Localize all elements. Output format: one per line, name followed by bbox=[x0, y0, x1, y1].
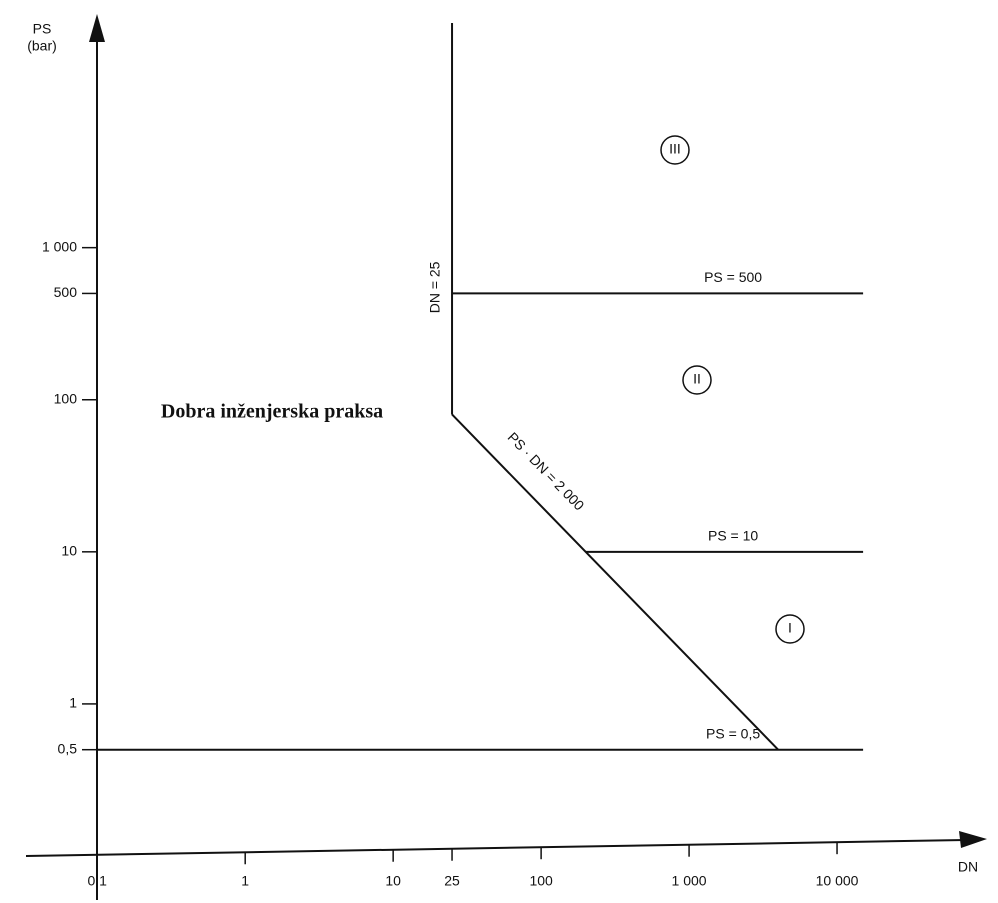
y-axis-unit: (bar) bbox=[27, 38, 57, 54]
y-tick-label: 1 000 bbox=[42, 238, 77, 254]
region-circle bbox=[775, 614, 805, 644]
x-tick-label: 1 000 bbox=[672, 873, 707, 889]
region-label: III bbox=[669, 141, 681, 157]
region-label: I bbox=[788, 620, 792, 636]
x-tick-label: 1 bbox=[241, 873, 249, 889]
x-tick-label: 10 000 bbox=[816, 873, 859, 889]
x-axis-arrow bbox=[959, 831, 987, 848]
y-tick-label: 0,5 bbox=[58, 740, 78, 756]
region-label: II bbox=[693, 371, 701, 387]
line-label: PS = 10 bbox=[708, 528, 758, 544]
x-axis bbox=[25, 839, 966, 857]
line-label: PS · DN = 2 000 bbox=[505, 429, 588, 514]
line-label: PS = 0,5 bbox=[706, 725, 760, 741]
x-tick-label: 10 bbox=[385, 873, 401, 889]
x-tick-label: 100 bbox=[529, 873, 553, 889]
region-circle bbox=[682, 365, 712, 395]
boundary-line bbox=[451, 413, 779, 751]
x-tick-label: 0,1 bbox=[88, 873, 108, 889]
line-label: DN = 25 bbox=[427, 261, 443, 313]
x-axis-label: DN bbox=[958, 859, 978, 875]
annotation: Dobra inženjerska praksa bbox=[161, 401, 383, 423]
region-circle bbox=[660, 135, 690, 165]
y-tick-label: 100 bbox=[54, 390, 78, 406]
x-tick-label: 25 bbox=[444, 873, 460, 889]
y-axis-arrow bbox=[89, 14, 105, 42]
y-axis-label: PS bbox=[33, 21, 52, 37]
line-label: PS = 500 bbox=[704, 269, 762, 285]
y-tick-label: 500 bbox=[54, 284, 78, 300]
y-tick-label: 1 bbox=[69, 695, 77, 711]
y-tick-label: 10 bbox=[61, 543, 77, 559]
